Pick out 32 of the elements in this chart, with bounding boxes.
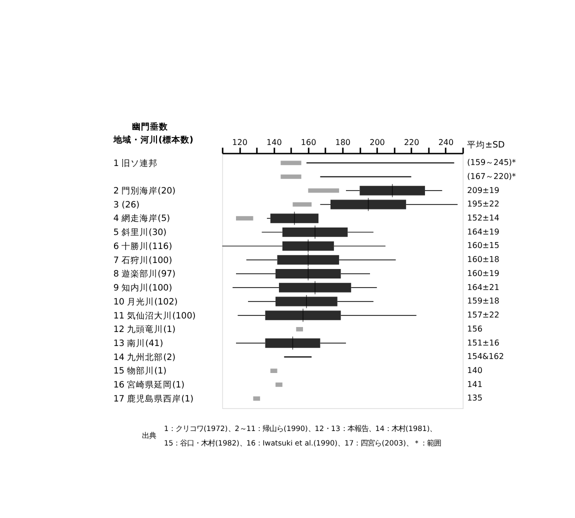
y-tick-label: 6 十勝川(116) bbox=[113, 240, 172, 252]
y2-axis-title: 平均±SD bbox=[467, 139, 506, 150]
y-tick-label: 11 気仙沼大川(100) bbox=[113, 310, 196, 322]
bar bbox=[308, 188, 340, 193]
text: 出典 bbox=[142, 431, 156, 440]
y-tick-label: 2 門別海岸(20) bbox=[113, 186, 176, 197]
y-tick-label: 8 遊楽部川(97) bbox=[113, 268, 176, 280]
y-tick-label: 3 (26) bbox=[113, 200, 140, 210]
bar bbox=[236, 216, 254, 221]
bar bbox=[280, 174, 302, 179]
y-tick-label: 14 九州北部(2) bbox=[113, 352, 176, 363]
y-tick-label: 16 宮崎県延岡(1) bbox=[113, 380, 185, 391]
y-tick-label: 10 月光川(102) bbox=[113, 296, 178, 308]
y-tick-label: 15 物部川(1) bbox=[113, 366, 167, 377]
y-tick-label: 9 知内川(100) bbox=[113, 282, 172, 294]
y-tick-label: 1 旧ソ連邦 bbox=[113, 158, 158, 169]
y-tick-label: 5 斜里川(30) bbox=[113, 227, 167, 238]
bar bbox=[270, 368, 278, 374]
y-tick-label: 17 鹿児島県西岸(1) bbox=[113, 393, 194, 404]
text: 1：クリコワ(1972)、2～11：帰山ら(1990)、12・13：本報告、14：木村(1981)、 bbox=[164, 424, 437, 433]
bar bbox=[253, 396, 260, 401]
y-axis-title: 地域・河川(標本数) bbox=[112, 134, 194, 146]
bar bbox=[292, 202, 312, 207]
y-tick-label: 12 九頭竜川(1) bbox=[113, 324, 176, 336]
x-axis-title: 幽門垂数 bbox=[132, 121, 169, 132]
bar bbox=[276, 382, 282, 387]
y-tick-label: 4 網走海岸(5) bbox=[113, 213, 170, 224]
bar bbox=[280, 160, 302, 166]
y-tick-label: 13 南川(41) bbox=[113, 338, 164, 350]
bar bbox=[296, 327, 304, 332]
text: 15：谷口・木村(1982)、16：Iwatsuki et al.(1990)、17：四宮ら(2003)、＊：範囲 bbox=[164, 438, 441, 448]
y-tick-label: 7 石狩川(100) bbox=[113, 254, 172, 266]
